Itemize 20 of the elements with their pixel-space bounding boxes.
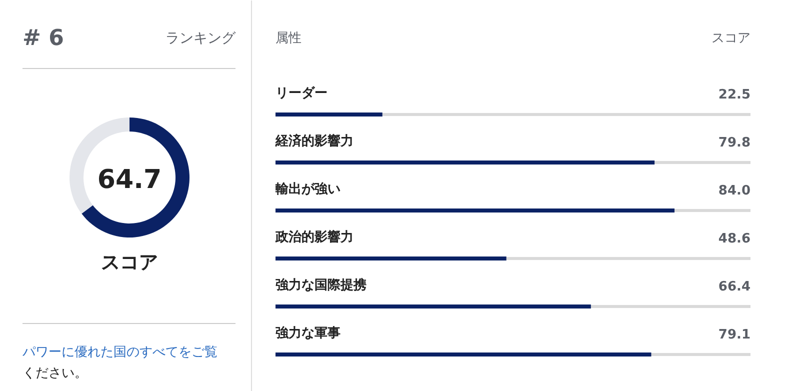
bar [276,112,382,116]
text: ランキング [166,30,236,46]
category-label: 政治的影響力 [276,230,354,245]
data-label: 66.4 [718,280,751,294]
text: パワーに優れた国のすべてをご覧ください。 [22,345,218,381]
data-label: 84.0 [718,184,751,198]
data-label: 48.6 [718,232,751,246]
data-label: 64.7 [97,165,162,195]
data-label: 79.1 [718,328,751,342]
category-label: リーダー [276,86,328,101]
category-label: 強力な国際提携 [276,278,366,293]
x-axis-title: スコア [712,31,750,46]
y-axis-title: 属性 [276,31,302,46]
category-label: 強力な軍事 [276,326,340,341]
text: スコア [101,252,158,274]
category-label: 輸出が強い [276,182,340,197]
category-label: 経済的影響力 [276,134,354,149]
text: # 6 [22,26,64,51]
data-label: 79.8 [718,136,751,150]
data-label: 22.5 [718,88,751,102]
